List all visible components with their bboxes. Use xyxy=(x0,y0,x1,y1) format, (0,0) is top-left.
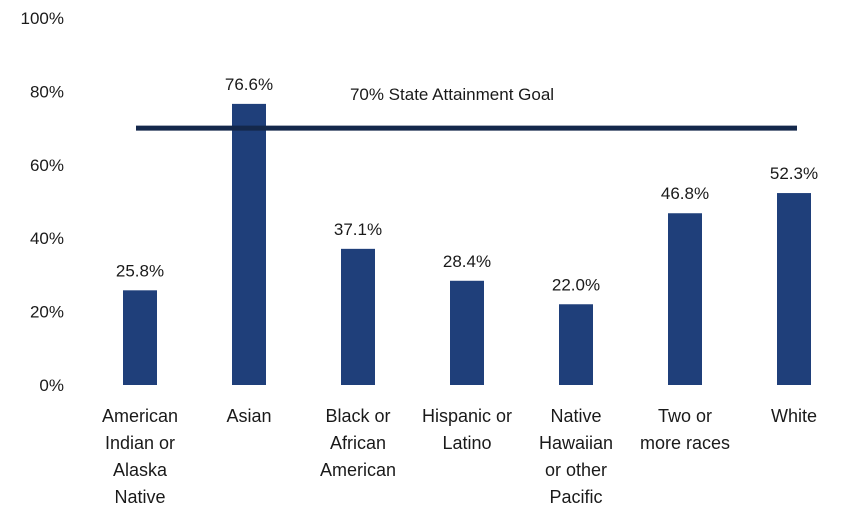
category-label: White xyxy=(771,406,817,426)
bar xyxy=(232,103,266,386)
goal-reference-label: 70% State Attainment Goal xyxy=(350,85,554,104)
bars xyxy=(123,103,811,386)
bar-value-label: 37.1% xyxy=(334,220,382,239)
bar-value-label: 52.3% xyxy=(770,164,818,183)
y-tick-label: 80% xyxy=(30,82,64,101)
bar xyxy=(450,280,484,385)
bar-value-label: 25.8% xyxy=(116,261,164,280)
y-tick-label: 40% xyxy=(30,229,64,248)
category-label: Hispanic or Latino xyxy=(422,406,512,453)
bar xyxy=(777,193,811,385)
y-tick-label: 0% xyxy=(39,376,64,395)
bar xyxy=(123,290,157,385)
bar-value-label: 76.6% xyxy=(225,75,273,94)
y-tick-label: 20% xyxy=(30,303,64,322)
data-labels: 25.8% 76.6% 37.1% 28.4% 22.0% 46.8% 52.3% xyxy=(116,75,818,294)
category-label: Black or African American xyxy=(320,406,396,480)
bar-value-label: 46.8% xyxy=(661,184,709,203)
category-label: American Indian or Alaska Native xyxy=(102,406,178,507)
y-tick-label: 100% xyxy=(21,9,64,28)
bar xyxy=(668,213,702,385)
category-labels: American Indian or Alaska Native Asian Black … xyxy=(102,406,817,507)
category-label: Native Hawaiian or other Pacific xyxy=(539,406,613,507)
bar-value-label: 28.4% xyxy=(443,252,491,271)
y-tick-label: 60% xyxy=(30,156,64,175)
bar xyxy=(559,304,593,385)
reference-line-group: 70% State Attainment Goal xyxy=(136,85,797,131)
bar-value-label: 22.0% xyxy=(552,275,600,294)
category-label: Asian xyxy=(226,406,271,426)
bar xyxy=(341,248,375,385)
category-label: Two or more races xyxy=(640,406,730,453)
y-axis: 0% 20% 40% 60% 80% 100% xyxy=(21,9,64,395)
